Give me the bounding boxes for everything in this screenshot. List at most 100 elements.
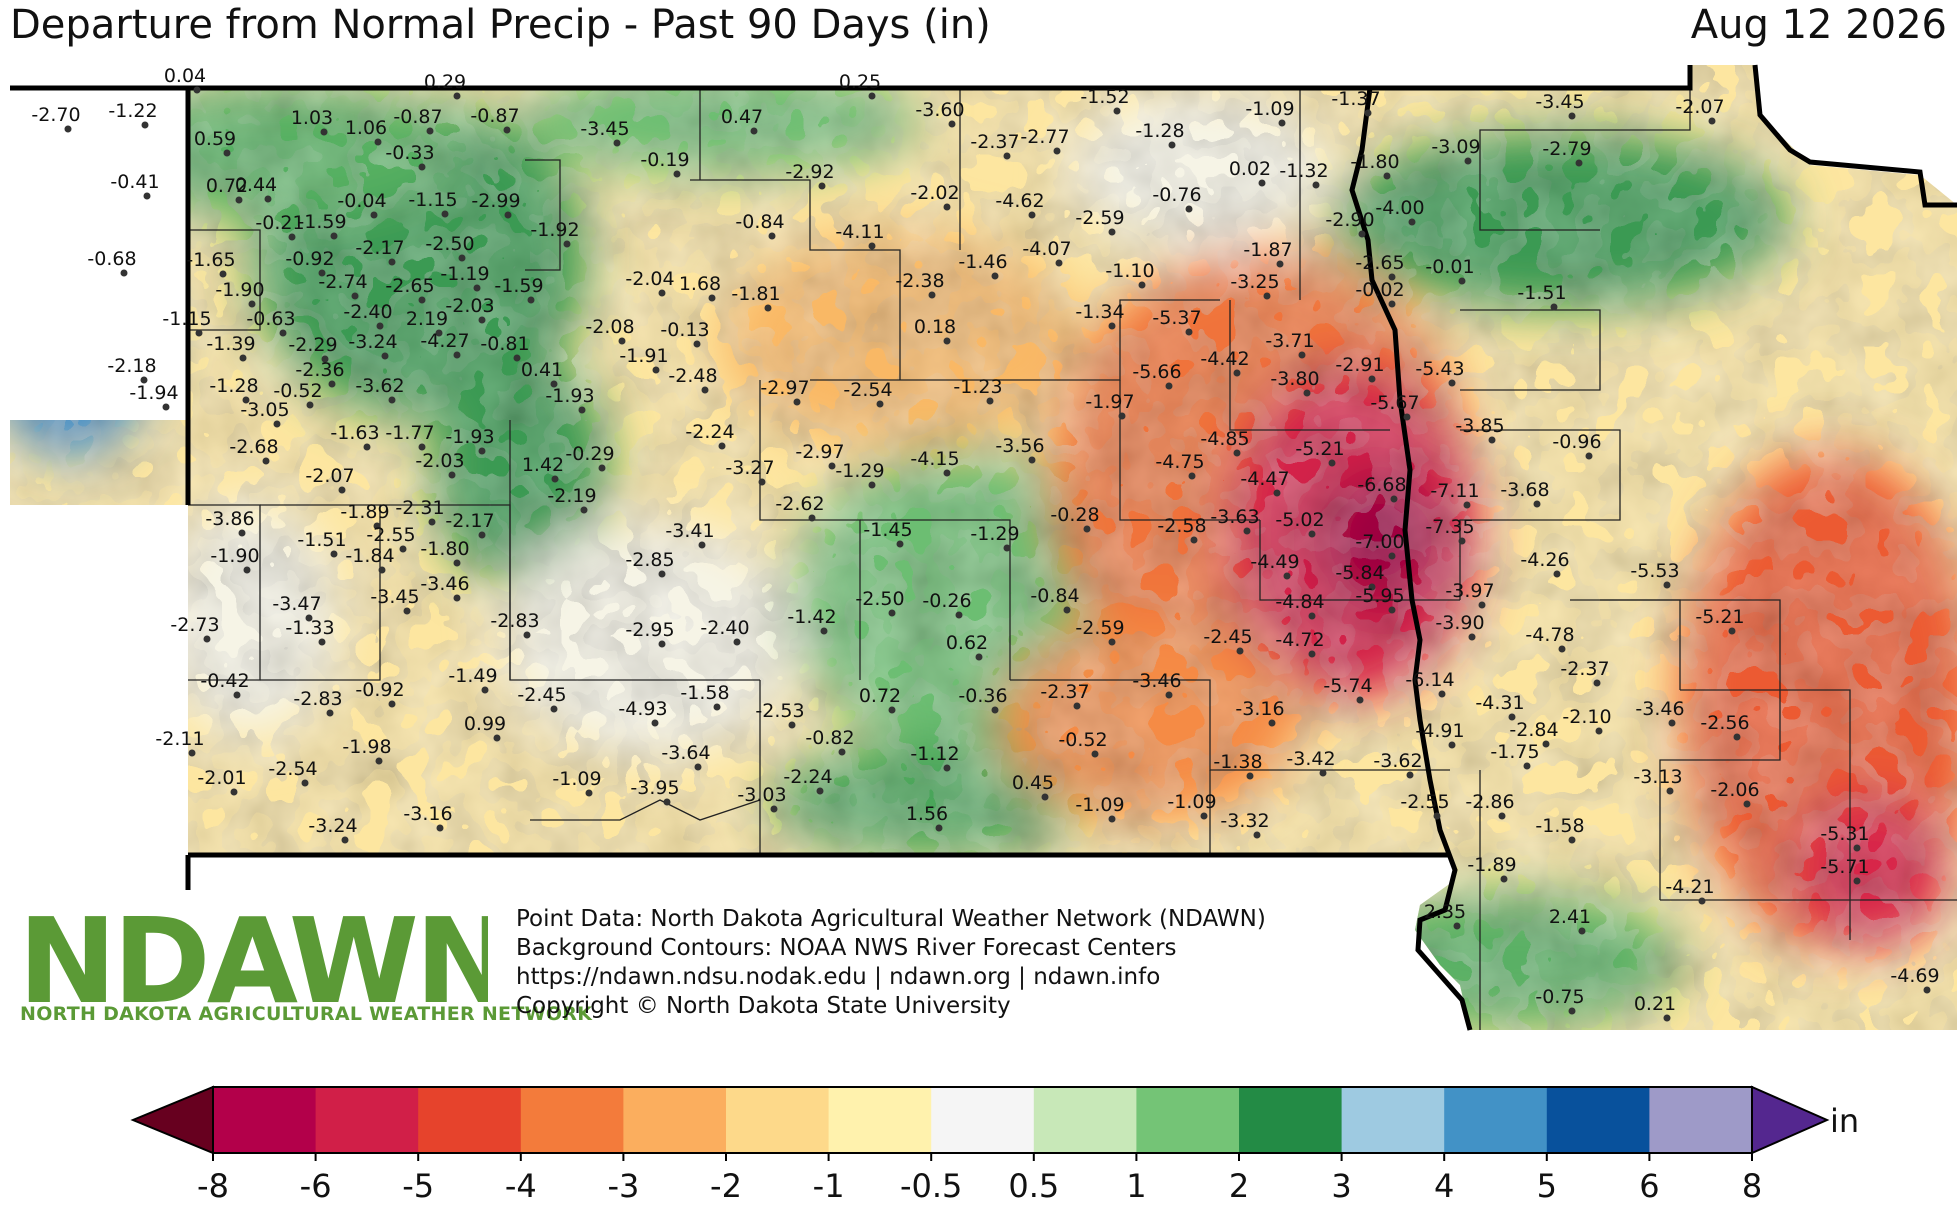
station-point: -7.11 [1430,480,1480,509]
station-value-label: -3.68 [1500,479,1549,501]
station-marker [1276,260,1284,268]
station-value-label: -1.38 [1213,751,1262,773]
station-point: -2.03 [445,295,495,324]
station-value-label: -2.83 [490,610,539,632]
station-marker [478,316,486,324]
station-value-label: -1.63 [330,422,379,444]
station-value-label: -1.51 [297,529,346,551]
station-value-label: -3.85 [1455,415,1504,437]
station-marker [733,638,741,646]
colorbar-tick-label: -2 [710,1167,742,1205]
station-value-label: -3.13 [1633,766,1682,788]
station-marker [1303,389,1311,397]
station-point: -4.21 [1665,876,1715,905]
station-marker [1488,436,1496,444]
station-value-label: -6.14 [1405,669,1454,691]
station-value-label: -2.58 [1157,515,1206,537]
station-marker [1448,741,1456,749]
station-value-label: -1.91 [619,345,668,367]
station-point: -2.83 [490,610,540,639]
station-marker [896,540,904,548]
station-value-label: -2.56 [1700,712,1749,734]
station-value-label: -5.67 [1370,392,1419,414]
station-marker [330,550,338,558]
station-marker [1188,472,1196,480]
station-value-label: -1.09 [552,768,601,790]
station-marker [1733,733,1741,741]
station-marker [1853,844,1861,852]
station-marker [1243,527,1251,535]
station-value-label: -2.07 [1675,96,1724,118]
station-point: -5.53 [1630,560,1680,589]
station-marker [1388,300,1396,308]
station-value-label: -2.97 [795,441,844,463]
station-value-label: -3.16 [403,803,452,825]
station-value-label: -4.42 [1200,348,1249,370]
station-value-label: -1.10 [1105,260,1154,282]
station-marker [613,139,621,147]
station-point: -5.43 [1415,358,1465,387]
station-point: -0.04 [337,190,387,219]
station-point: -1.29 [970,523,1020,552]
station-value-label: -1.33 [285,617,334,639]
station-marker [838,748,846,756]
station-point: -4.85 [1200,428,1250,457]
station-point: -1.10 [1105,260,1155,289]
station-marker [1364,109,1372,117]
station-marker [1200,812,1208,820]
station-marker [1508,713,1516,721]
station-value-label: -1.52 [1080,86,1129,108]
station-point: -1.22 [108,100,158,129]
station-point: -2.99 [471,190,521,219]
station-value-label: -1.28 [1135,120,1184,142]
station-marker [351,292,359,300]
station-point: -3.45 [1535,91,1585,120]
station-marker [758,478,766,486]
station-marker [1593,679,1601,687]
station-value-label: -3.03 [737,784,786,806]
station-marker [143,192,151,200]
station-marker [651,719,659,727]
station-value-label: -0.84 [1030,585,1079,607]
station-point: -1.59 [297,211,347,240]
station-marker [598,464,606,472]
station-marker [1003,544,1011,552]
station-marker [818,182,826,190]
station-point: -0.42 [200,670,250,699]
station-marker [441,210,449,218]
station-point: -4.72 [1275,629,1325,658]
station-value-label: -2.03 [415,450,464,472]
station-point: -2.45 [1203,626,1253,655]
colorbar-tick-label: 6 [1639,1167,1659,1205]
station-marker [1478,601,1486,609]
station-value-label: -1.19 [440,263,489,285]
station-point: -2.19 [547,485,597,514]
station-marker [1403,413,1411,421]
station-marker [658,289,666,297]
station-point: -1.23 [953,376,1003,405]
station-marker [701,386,709,394]
station-value-label: -5.21 [1695,606,1744,628]
station-marker [1108,228,1116,236]
station-point: -0.52 [273,380,323,409]
precip-field [10,65,1957,1030]
station-point: -3.97 [1445,580,1495,609]
station-point: -0.76 [1152,184,1202,213]
station-marker [264,195,272,203]
station-value-label: -5.43 [1415,358,1464,380]
station-point: -1.29 [835,460,885,489]
station-marker [1298,351,1306,359]
station-marker [418,443,426,451]
station-point: -3.16 [403,803,453,832]
station-marker [1041,793,1049,801]
station-marker [435,329,443,337]
station-marker [448,471,456,479]
station-point: -2.02 [910,182,960,211]
station-value-label: -2.45 [517,684,566,706]
station-value-label: -3.62 [355,375,404,397]
station-point: -1.81 [731,283,781,312]
station-marker [162,403,170,411]
station-marker [1190,536,1198,544]
station-value-label: -4.49 [1250,551,1299,573]
station-marker [943,469,951,477]
